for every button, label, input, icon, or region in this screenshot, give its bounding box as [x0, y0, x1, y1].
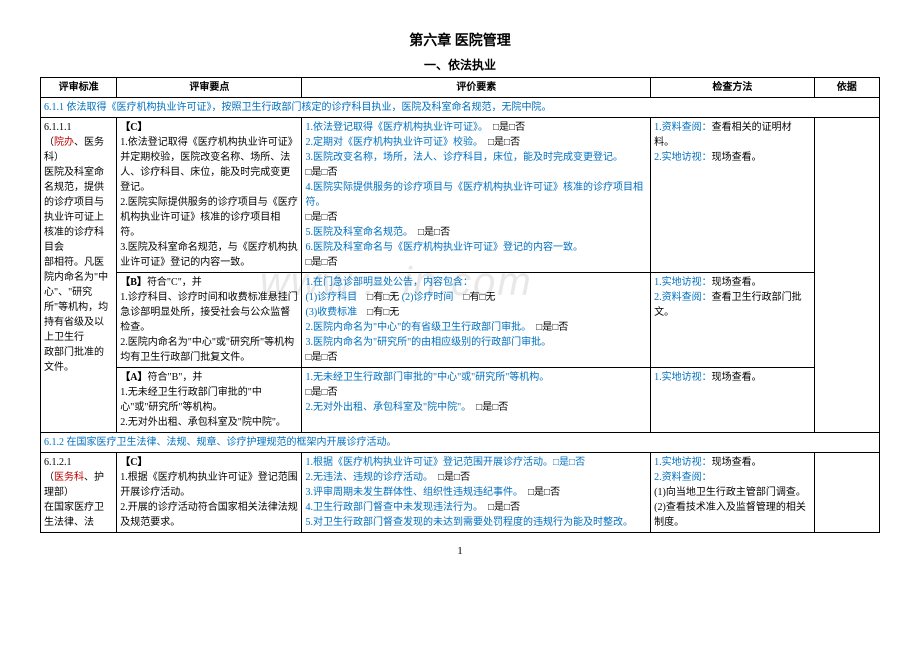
eval-611-a: 1.无未经卫生行政部门审批的"中心"或"研究所"等机构。□是□否2.无对外出租、…: [302, 368, 651, 433]
key-612-c: 【C】1.根据《医疗机构执业许可证》登记范围开展诊疗活动。2.开展的诊疗活动符合…: [117, 453, 302, 533]
row-611-c: 6.1.1.1（院办、医务科）医院及科室命名规范，提供的诊疗项目与执业许可证上核…: [41, 118, 880, 273]
header-evaluation: 评价要素: [302, 78, 651, 98]
method-611-a: 1.实地访视：现场查看。: [651, 368, 814, 433]
review-table: 评审标准 评审要点 评价要素 检查方法 依据 6.1.1 依法取得《医疗机构执业…: [40, 77, 880, 533]
eval-611-c: 1.依法登记取得《医疗机构执业许可证》。 □是□否2.定期对《医疗机构执业许可证…: [302, 118, 651, 273]
std-612: 6.1.2.1（医务科、护理部）在国家医疗卫生法律、法: [41, 453, 117, 533]
key-611-c: 【C】1.依法登记取得《医疗机构执业许可证》并定期校验，医院改变名称、场所、法人…: [117, 118, 302, 273]
table-header-row: 评审标准 评审要点 评价要素 检查方法 依据: [41, 78, 880, 98]
basis-611: [814, 118, 879, 433]
section-612-row: 6.1.2 在国家医疗卫生法律、法规、规章、诊疗护理规范的框架内开展诊疗活动。: [41, 433, 880, 453]
row-611-b: 【B】符合"C"，并1.诊疗科目、诊疗时间和收费标准悬挂门急诊部明显处所，接受社…: [41, 273, 880, 368]
header-method: 检查方法: [651, 78, 814, 98]
method-612-c: 1.实地访视：现场查看。2.资料查阅：(1)向当地卫生行政主管部门调查。(2)查…: [651, 453, 814, 533]
std-611: 6.1.1.1（院办、医务科）医院及科室命名规范，提供的诊疗项目与执业许可证上核…: [41, 118, 117, 433]
header-keypoints: 评审要点: [117, 78, 302, 98]
section-611-text: 6.1.1 依法取得《医疗机构执业许可证》，按照卫生行政部门核定的诊疗科目执业，…: [41, 98, 880, 118]
header-basis: 依据: [814, 78, 879, 98]
key-611-a: 【A】符合"B"，并1.无未经卫生行政部门审批的"中心"或"研究所"等机构。2.…: [117, 368, 302, 433]
key-611-b: 【B】符合"C"，并1.诊疗科目、诊疗时间和收费标准悬挂门急诊部明显处所，接受社…: [117, 273, 302, 368]
row-612-c: 6.1.2.1（医务科、护理部）在国家医疗卫生法律、法 【C】1.根据《医疗机构…: [41, 453, 880, 533]
section-subtitle: 一、依法执业: [40, 56, 880, 73]
method-611-c: 1.资料查阅：查看相关的证明材料。2.实地访视：现场查看。: [651, 118, 814, 273]
eval-611-b: 1.在门急诊部明显处公告，内容包含：(1)诊疗科目 □有□无 (2)诊疗时间 □…: [302, 273, 651, 368]
section-612-text: 6.1.2 在国家医疗卫生法律、法规、规章、诊疗护理规范的框架内开展诊疗活动。: [41, 433, 880, 453]
eval-612-c: 1.根据《医疗机构执业许可证》登记范围开展诊疗活动。□是□否2.无违法、违规的诊…: [302, 453, 651, 533]
row-611-a: 【A】符合"B"，并1.无未经卫生行政部门审批的"中心"或"研究所"等机构。2.…: [41, 368, 880, 433]
basis-612: [814, 453, 879, 533]
chapter-title: 第六章 医院管理: [40, 30, 880, 50]
method-611-b: 1.实地访视：现场查看。2.资料查阅：查看卫生行政部门批文。: [651, 273, 814, 368]
section-611-row: 6.1.1 依法取得《医疗机构执业许可证》，按照卫生行政部门核定的诊疗科目执业，…: [41, 98, 880, 118]
header-standard: 评审标准: [41, 78, 117, 98]
page-number: 1: [40, 545, 880, 557]
